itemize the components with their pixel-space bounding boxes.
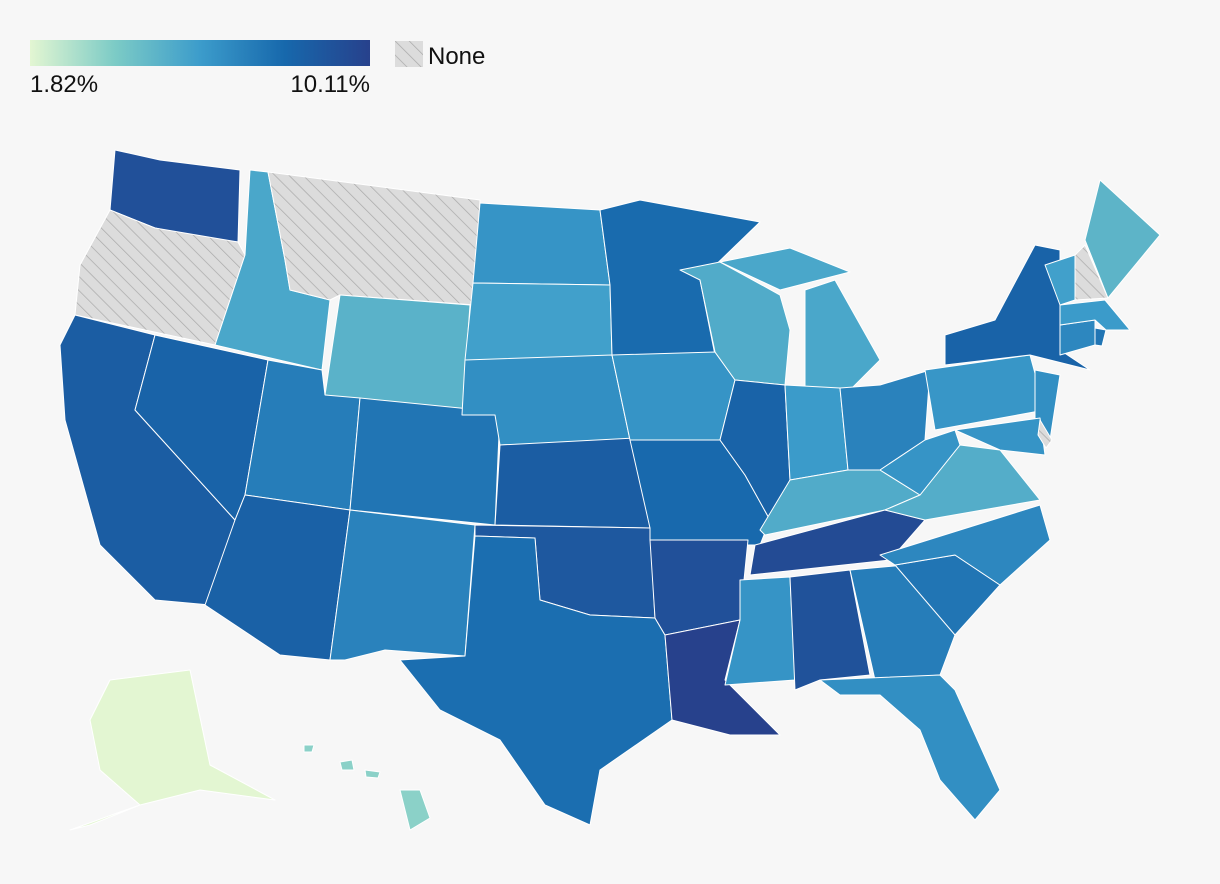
states xyxy=(59,149,1161,831)
state xyxy=(789,569,871,691)
state xyxy=(819,674,1001,821)
state xyxy=(1094,327,1107,347)
colorbar-max-label: 10.11% xyxy=(290,71,370,98)
no-data-swatch xyxy=(395,41,423,67)
legend: 1.82% 10.11% None xyxy=(30,40,485,98)
state xyxy=(69,669,276,831)
state xyxy=(784,384,849,481)
state xyxy=(349,397,501,526)
colorbar xyxy=(30,40,370,66)
state xyxy=(267,171,481,306)
state xyxy=(464,282,613,363)
state xyxy=(649,539,749,636)
state xyxy=(303,744,431,831)
state xyxy=(879,504,1051,586)
state xyxy=(472,202,611,286)
state xyxy=(1059,319,1096,356)
state xyxy=(1084,179,1161,299)
state xyxy=(1037,419,1053,449)
state xyxy=(494,437,651,529)
state xyxy=(611,351,736,441)
state xyxy=(954,417,1046,456)
state xyxy=(879,429,961,496)
state xyxy=(719,247,851,291)
no-data-label: None xyxy=(428,43,485,70)
state xyxy=(724,576,796,686)
state xyxy=(924,354,1046,431)
state xyxy=(399,535,673,826)
state xyxy=(749,509,926,576)
state xyxy=(804,279,881,396)
state xyxy=(1059,299,1131,331)
colorbar-min-label: 1.82% xyxy=(30,71,98,98)
state xyxy=(329,509,476,661)
